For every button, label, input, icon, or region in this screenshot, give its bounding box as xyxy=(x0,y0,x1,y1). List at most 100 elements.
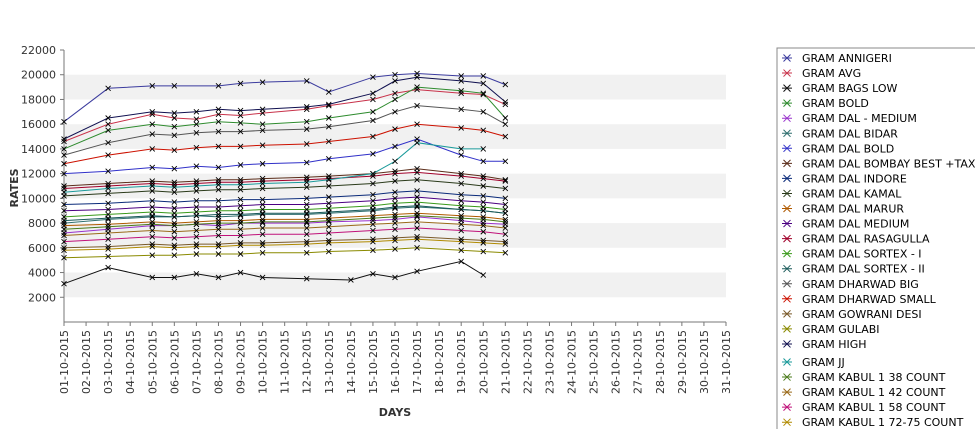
data-point-marker xyxy=(215,220,222,226)
data-point-marker xyxy=(370,270,376,277)
data-point-marker xyxy=(149,146,156,152)
data-point-marker xyxy=(458,212,465,219)
data-point-marker xyxy=(237,196,244,203)
series-line xyxy=(63,168,506,187)
data-point-marker xyxy=(193,130,200,136)
data-point-marker xyxy=(259,210,266,217)
data-point-marker xyxy=(259,201,266,208)
legend-item-label: GRAM KABUL 1 38 COUNT xyxy=(802,371,946,384)
series-line xyxy=(63,138,506,175)
data-point-marker xyxy=(215,217,222,224)
x-tick-label: 05-10-2015 xyxy=(146,330,159,394)
y-tick-label: 8000 xyxy=(28,217,56,230)
data-point-marker xyxy=(215,243,222,250)
series-9 xyxy=(61,176,509,199)
data-point-marker xyxy=(480,146,487,152)
data-point-marker xyxy=(480,237,487,244)
data-point-marker xyxy=(502,238,509,245)
data-point-marker xyxy=(392,158,398,165)
data-point-marker xyxy=(392,204,398,210)
data-point-marker xyxy=(259,175,266,182)
series-line xyxy=(63,227,506,243)
data-point-marker xyxy=(392,90,398,97)
grid-bands xyxy=(64,74,726,298)
data-point-marker xyxy=(149,233,156,240)
data-point-marker xyxy=(480,240,487,246)
series-line xyxy=(63,206,506,224)
data-point-marker xyxy=(149,188,156,194)
data-point-marker xyxy=(480,199,487,205)
series-line xyxy=(63,89,506,142)
data-point-marker xyxy=(392,170,398,177)
data-point-marker xyxy=(215,164,222,171)
data-point-marker xyxy=(237,120,244,126)
data-point-marker xyxy=(370,151,376,157)
data-point-marker xyxy=(237,162,244,168)
data-point-marker xyxy=(193,198,200,204)
data-point-marker xyxy=(171,147,178,153)
data-point-marker xyxy=(414,212,420,219)
data-point-marker xyxy=(193,212,200,219)
data-point-marker xyxy=(414,204,420,210)
series-line xyxy=(63,238,506,251)
data-point-marker xyxy=(61,226,67,233)
x-tick-label: 07-10-2015 xyxy=(190,330,203,394)
legend-marker xyxy=(782,373,792,381)
data-point-marker xyxy=(325,138,332,145)
legend-marker xyxy=(782,388,792,396)
legend-marker xyxy=(782,114,792,123)
legend-item-label: GRAM ANNIGERI xyxy=(802,52,892,65)
data-point-marker xyxy=(480,175,487,182)
x-tick-label: 30-10-2015 xyxy=(698,330,711,394)
series-18 xyxy=(61,244,509,261)
data-point-marker xyxy=(61,146,67,152)
data-point-marker xyxy=(193,163,200,170)
series-22 xyxy=(61,219,509,239)
data-point-marker xyxy=(392,96,398,103)
series-line xyxy=(63,123,506,165)
data-point-marker xyxy=(370,236,376,242)
data-point-marker xyxy=(259,196,266,203)
legend-marker xyxy=(782,234,792,243)
data-point-marker xyxy=(480,108,487,115)
data-point-marker xyxy=(61,232,67,239)
data-point-marker xyxy=(325,194,332,200)
series-8 xyxy=(61,188,509,208)
data-point-marker xyxy=(193,221,200,228)
data-point-marker xyxy=(193,241,200,247)
y-tick-label: 4000 xyxy=(28,267,56,280)
x-tick-label: 27-10-2015 xyxy=(632,330,645,394)
data-point-marker xyxy=(325,200,332,207)
data-point-marker xyxy=(458,227,465,234)
data-point-marker xyxy=(105,152,111,158)
data-point-marker xyxy=(149,108,156,115)
data-point-marker xyxy=(193,180,200,187)
data-point-marker xyxy=(105,85,111,92)
grid-band xyxy=(64,272,726,298)
data-point-marker xyxy=(480,127,487,134)
data-point-marker xyxy=(303,238,310,245)
data-point-marker xyxy=(392,126,398,132)
data-point-marker xyxy=(414,188,420,194)
data-point-marker xyxy=(193,204,200,210)
series-3 xyxy=(61,84,509,152)
series-15 xyxy=(61,102,509,158)
data-point-marker xyxy=(61,152,67,158)
data-point-marker xyxy=(325,215,332,221)
data-point-marker xyxy=(303,174,310,181)
data-point-marker xyxy=(458,198,465,204)
data-point-marker xyxy=(502,121,509,128)
data-point-marker xyxy=(392,71,398,78)
data-point-marker xyxy=(458,78,465,84)
data-point-marker xyxy=(237,181,244,188)
data-point-marker xyxy=(171,181,178,188)
x-tick-label: 14-10-2015 xyxy=(345,330,358,394)
data-point-marker xyxy=(259,240,266,246)
legend-item-label: GRAM DHARWAD SMALL xyxy=(802,293,937,306)
series-line xyxy=(63,216,506,234)
data-point-marker xyxy=(237,217,244,224)
x-axis-title: DAYS xyxy=(379,406,412,419)
data-point-marker xyxy=(237,220,244,226)
data-point-marker xyxy=(458,152,465,158)
grid-band xyxy=(64,124,726,149)
